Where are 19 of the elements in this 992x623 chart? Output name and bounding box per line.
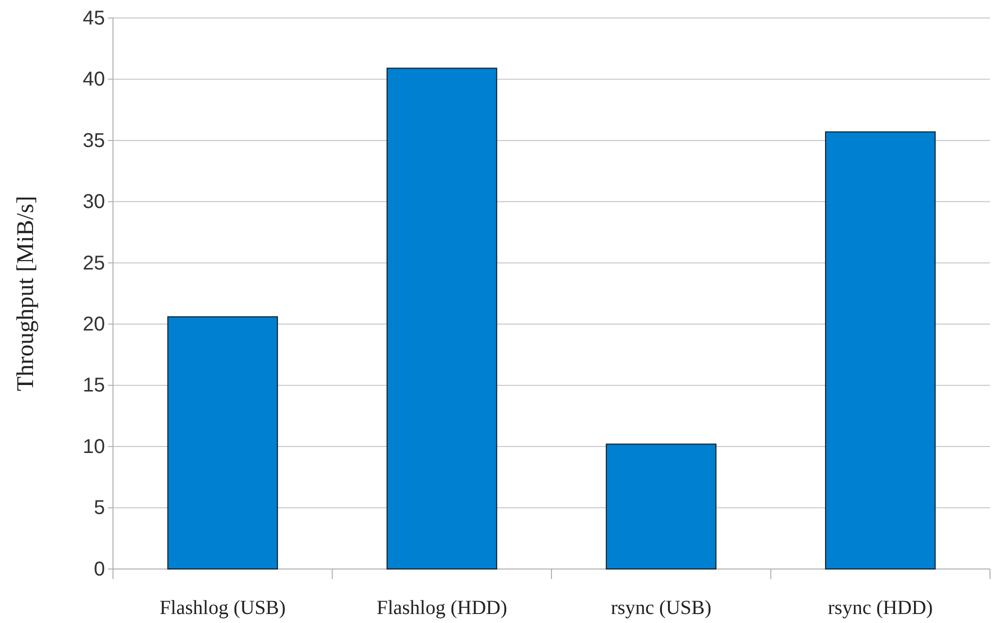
y-tick-label: 10 <box>82 436 105 458</box>
y-tick-label: 20 <box>82 314 105 336</box>
y-tick-label: 15 <box>82 374 105 397</box>
x-tick-label: Flashlog (HDD) <box>376 597 508 619</box>
bar <box>825 131 936 570</box>
y-tick-label: 40 <box>82 68 105 91</box>
bar <box>606 444 716 570</box>
y-axis-title: Throughput [MiB/s] <box>13 196 39 392</box>
x-tick-label: rsync (USB) <box>610 597 712 619</box>
y-tick-label: 30 <box>82 191 105 214</box>
y-tick-label: 45 <box>82 7 105 30</box>
x-tick-label: Flashlog (USB) <box>160 597 286 619</box>
y-tick-label: 5 <box>94 497 105 520</box>
y-tick-label: 0 <box>94 558 105 580</box>
bar <box>167 316 278 570</box>
bar <box>386 68 498 570</box>
y-tick-label: 25 <box>82 252 105 274</box>
y-tick-label: 35 <box>82 130 105 152</box>
x-tick-label: rsync (HDD) <box>828 597 933 619</box>
